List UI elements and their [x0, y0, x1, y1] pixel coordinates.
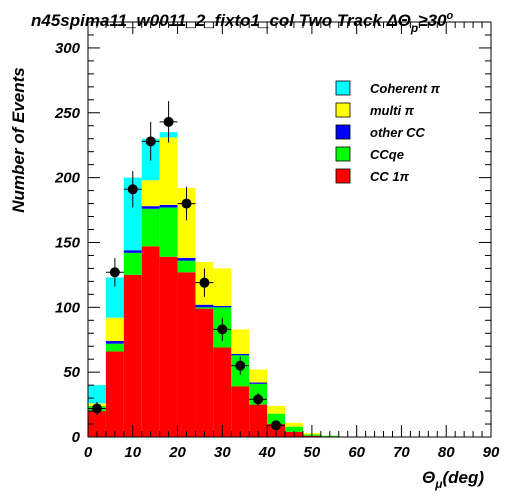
chart-title-main: n45spima11_w0011_2_fixto1_col Two Track …: [31, 11, 411, 30]
bar-ccqe-4: [159, 207, 178, 257]
legend-label-0: Coherent π: [370, 81, 441, 96]
bar-ccqe-11: [285, 426, 303, 432]
bar-multi--1: [105, 317, 124, 342]
bar-coherent--2: [123, 177, 142, 251]
bar-cc-1--6: [195, 308, 214, 437]
legend-label-3: CCqe: [370, 147, 404, 162]
x-tick-label-60: 60: [348, 444, 365, 461]
legend-swatch-3: [335, 146, 351, 162]
data-points: [88, 101, 286, 431]
bar-other-cc-3: [141, 206, 160, 209]
x-tick-label-90: 90: [483, 444, 500, 461]
data-point-8: [235, 360, 246, 371]
x-tick-label-0: 0: [84, 444, 93, 461]
data-point-6: [199, 277, 210, 288]
axes: 0 10 20 30 40 50 60 70 80 90 0 50 100 150 200 250 300: [54, 21, 500, 461]
bar-multi--7: [213, 268, 232, 307]
x-axis-label: Θμ(deg): [422, 468, 484, 491]
bar-cc-1--0: [88, 411, 106, 437]
x-axis-label-main: Θ: [422, 468, 435, 487]
data-point-3: [145, 136, 156, 147]
x-tick-label-80: 80: [438, 444, 455, 461]
data-point-9: [253, 394, 264, 405]
y-tick-label-250: 250: [54, 105, 81, 122]
legend: Coherent π multi π other CC CCqe CC 1π: [335, 80, 441, 184]
chart-title-sup: o: [447, 10, 454, 22]
y-tick-label-200: 200: [54, 170, 81, 187]
bar-coherent--0: [88, 385, 106, 404]
bar-ccqe-1: [105, 343, 124, 352]
x-axis-label-sub: μ: [434, 477, 443, 491]
y-tick-label-50: 50: [63, 364, 80, 381]
bar-cc-1--3: [141, 246, 160, 437]
legend-label-2: other CC: [370, 125, 426, 140]
y-tick-label-300: 300: [55, 40, 81, 57]
data-point-1: [109, 267, 120, 278]
data-point-10: [271, 420, 282, 431]
bar-multi--11: [285, 422, 303, 427]
chart-title-suffix: ≥30: [418, 11, 447, 30]
x-tick-label-40: 40: [258, 444, 276, 461]
x-tick-label-50: 50: [304, 444, 321, 461]
bar-ccqe-10: [267, 413, 286, 425]
bar-cc-1--1: [105, 351, 124, 437]
legend-label-1: multi π: [370, 103, 415, 118]
bar-cc-1--4: [159, 256, 178, 437]
legend-label-4: CC 1π: [370, 169, 410, 184]
bar-multi--8: [231, 329, 250, 354]
bar-multi--10: [267, 405, 286, 414]
bar-ccqe-3: [141, 208, 160, 247]
bar-other-cc-6: [195, 304, 214, 308]
x-axis-label-suffix: (deg): [442, 468, 484, 487]
legend-swatch-1: [335, 102, 351, 118]
bar-other-cc-5: [177, 258, 196, 261]
bar-other-cc-2: [123, 250, 142, 253]
y-tick-label-0: 0: [72, 429, 81, 446]
bar-other-cc-1: [105, 341, 124, 344]
bar-other-cc-9: [249, 382, 268, 384]
bar-coherent--1: [105, 277, 124, 318]
legend-swatch-4: [335, 168, 351, 184]
bar-ccqe-5: [177, 260, 196, 273]
bar-other-cc-4: [159, 204, 178, 208]
data-point-4: [163, 116, 174, 127]
chart-title: n45spima11_w0011_2_fixto1_col Two Track …: [31, 10, 454, 35]
bar-cc-1--5: [177, 272, 196, 437]
data-point-5: [181, 198, 192, 209]
data-point-2: [127, 184, 138, 195]
bar-cc-1--9: [249, 404, 268, 437]
x-tick-label-10: 10: [124, 444, 141, 461]
x-tick-label-30: 30: [214, 444, 231, 461]
chart-title-sub: p: [410, 21, 418, 35]
legend-swatch-2: [335, 124, 351, 140]
x-tick-label-20: 20: [168, 444, 186, 461]
bar-other-cc-8: [231, 354, 250, 356]
bar-cc-1--2: [123, 274, 142, 437]
data-point-0: [91, 403, 102, 414]
bar-ccqe-6: [195, 307, 214, 309]
bar-multi--3: [141, 180, 160, 207]
y-axis-label: Number of Events: [9, 67, 28, 212]
y-tick-label-150: 150: [55, 234, 81, 251]
bar-ccqe-2: [123, 252, 142, 275]
y-tick-label-100: 100: [55, 299, 81, 316]
bar-cc-1--7: [213, 347, 232, 437]
bar-other-cc-7: [213, 306, 232, 308]
data-point-7: [217, 324, 228, 335]
bar-multi--9: [249, 369, 268, 383]
legend-swatch-0: [335, 80, 351, 96]
bar-multi--4: [159, 137, 178, 205]
bar-cc-1--8: [231, 386, 250, 437]
x-tick-label-70: 70: [393, 444, 410, 461]
